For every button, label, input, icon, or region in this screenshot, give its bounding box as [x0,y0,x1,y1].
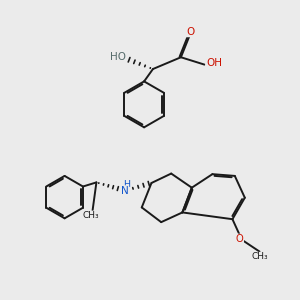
Text: N: N [121,186,129,196]
Text: HO: HO [110,52,126,62]
Text: CH₃: CH₃ [83,211,99,220]
Text: O: O [236,234,243,244]
Text: H: H [123,180,130,189]
Text: OH: OH [206,58,222,68]
Text: CH₃: CH₃ [252,252,268,261]
Text: O: O [186,27,194,37]
